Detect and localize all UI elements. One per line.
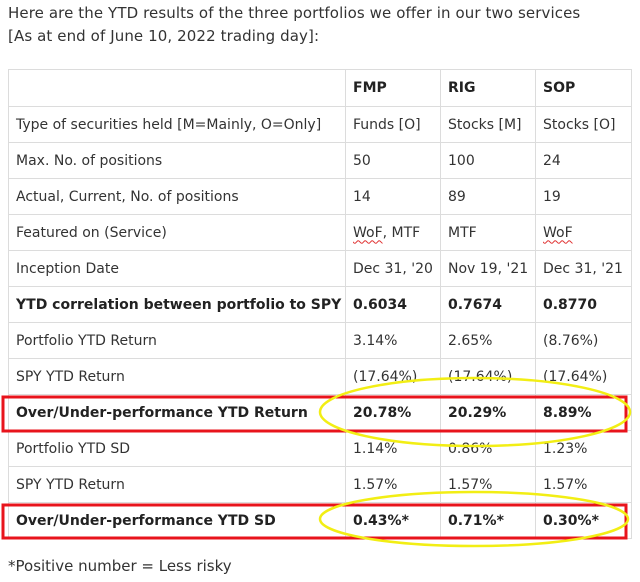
intro-line-1: Here are the YTD results of the three po… <box>8 4 581 22</box>
cell-fmp: (17.64%) <box>345 358 441 395</box>
cell-fmp: 0.43%* <box>345 502 441 539</box>
cell-fmp: 0.6034 <box>345 286 441 323</box>
header-cell-sop: SOP <box>535 69 632 107</box>
cell-rig: 0.71%* <box>440 502 536 539</box>
cell-fmp: 1.14% <box>345 430 441 467</box>
row-label: YTD correlation between portfolio to SPY <box>8 286 346 323</box>
cell-fmp: Funds [O] <box>345 106 441 143</box>
cell-rig: 1.57% <box>440 466 536 503</box>
table-row: Max. No. of positions 50 100 24 <box>8 142 632 179</box>
row-label: Featured on (Service) <box>8 214 346 251</box>
row-label: Over/Under-performance YTD SD <box>8 502 346 539</box>
cell-sop: Dec 31, '21 <box>535 250 632 287</box>
table-row: Portfolio YTD SD 1.14% 0.86% 1.23% <box>8 430 632 467</box>
table-header-row: FMP RIG SOP <box>8 69 632 107</box>
portfolio-results-table: FMP RIG SOP Type of securities held [M=M… <box>8 69 632 539</box>
cell-sop: Stocks [O] <box>535 106 632 143</box>
cell-sop: (8.76%) <box>535 322 632 359</box>
cell-rig: Nov 19, '21 <box>440 250 536 287</box>
table-row: Over/Under-performance YTD Return 20.78%… <box>8 394 632 431</box>
cell-sop: (17.64%) <box>535 358 632 395</box>
row-label: SPY YTD Return <box>8 358 346 395</box>
intro-line-2: [As at end of June 10, 2022 trading day]… <box>8 27 320 45</box>
row-label: SPY YTD Return <box>8 466 346 503</box>
cell-sop: 19 <box>535 178 632 215</box>
table-row: Over/Under-performance YTD SD 0.43%* 0.7… <box>8 502 632 539</box>
cell-sop: 1.23% <box>535 430 632 467</box>
row-label: Actual, Current, No. of positions <box>8 178 346 215</box>
cell-sop: WoF <box>535 214 632 251</box>
cell-rig: MTF <box>440 214 536 251</box>
cell-fmp: 50 <box>345 142 441 179</box>
header-cell-rig: RIG <box>440 69 536 107</box>
cell-sop: 0.8770 <box>535 286 632 323</box>
cell-rig: 0.86% <box>440 430 536 467</box>
cell-rig: 100 <box>440 142 536 179</box>
cell-sop: 24 <box>535 142 632 179</box>
row-label: Max. No. of positions <box>8 142 346 179</box>
table-row: YTD correlation between portfolio to SPY… <box>8 286 632 323</box>
spellcheck-word: WoF <box>543 224 573 241</box>
row-label: Type of securities held [M=Mainly, O=Onl… <box>8 106 346 143</box>
table-row: Featured on (Service) WoF, MTF MTF WoF <box>8 214 632 251</box>
cell-rig: 89 <box>440 178 536 215</box>
table-row: Type of securities held [M=Mainly, O=Onl… <box>8 106 632 143</box>
table-row: Actual, Current, No. of positions 14 89 … <box>8 178 632 215</box>
cell-fmp: WoF, MTF <box>345 214 441 251</box>
row-label: Portfolio YTD Return <box>8 322 346 359</box>
cell-sop: 8.89% <box>535 394 632 431</box>
cell-fmp: 20.78% <box>345 394 441 431</box>
table-row: Portfolio YTD Return 3.14% 2.65% (8.76%) <box>8 322 632 359</box>
cell-fmp: Dec 31, '20 <box>345 250 441 287</box>
row-label: Portfolio YTD SD <box>8 430 346 467</box>
cell-rig: 0.7674 <box>440 286 536 323</box>
cell-rig: 20.29% <box>440 394 536 431</box>
cell-fmp: 14 <box>345 178 441 215</box>
footnote: *Positive number = Less risky <box>8 557 232 575</box>
header-cell-fmp: FMP <box>345 69 441 107</box>
cell-fmp: 3.14% <box>345 322 441 359</box>
table-row: SPY YTD Return 1.57% 1.57% 1.57% <box>8 466 632 503</box>
table-row: SPY YTD Return (17.64%) (17.64%) (17.64%… <box>8 358 632 395</box>
spellcheck-word: WoF <box>353 224 383 241</box>
intro-text: Here are the YTD results of the three po… <box>8 2 580 48</box>
table-row: Inception Date Dec 31, '20 Nov 19, '21 D… <box>8 250 632 287</box>
cell-sop: 1.57% <box>535 466 632 503</box>
header-cell-label <box>8 69 346 107</box>
cell-rig: (17.64%) <box>440 358 536 395</box>
cell-fmp: 1.57% <box>345 466 441 503</box>
cell-rig: 2.65% <box>440 322 536 359</box>
cell-sop: 0.30%* <box>535 502 632 539</box>
cell-rig: Stocks [M] <box>440 106 536 143</box>
row-label: Inception Date <box>8 250 346 287</box>
row-label: Over/Under-performance YTD Return <box>8 394 346 431</box>
